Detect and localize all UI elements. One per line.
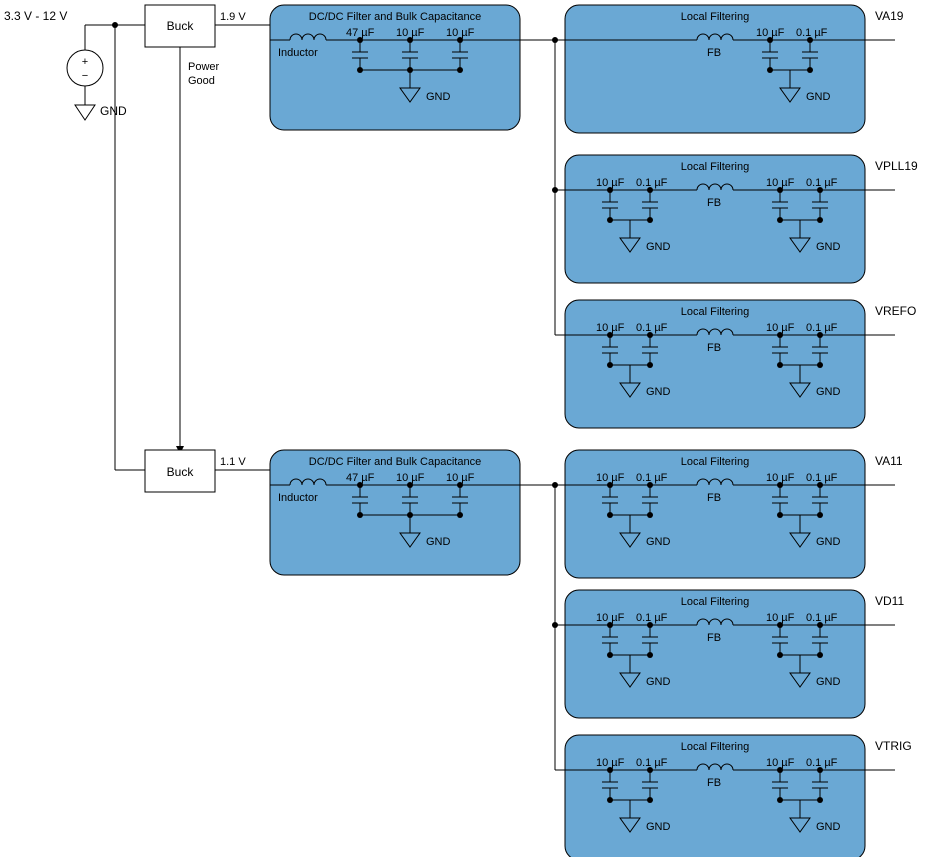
svg-text:Local Filtering: Local Filtering	[681, 596, 749, 608]
svg-text:0.1 µF: 0.1 µF	[806, 177, 838, 189]
svg-text:Local Filtering: Local Filtering	[681, 11, 749, 23]
svg-text:10 µF: 10 µF	[596, 322, 625, 334]
svg-text:GND: GND	[426, 91, 451, 103]
dcdc-block-2: DC/DC Filter and Bulk Capacitance Induct…	[270, 450, 520, 575]
svg-text:0.1 µF: 0.1 µF	[806, 472, 838, 484]
dcdc1-inductor: Inductor	[278, 47, 318, 59]
svg-text:Local Filtering: Local Filtering	[681, 456, 749, 468]
svg-text:0.1 µF: 0.1 µF	[636, 177, 668, 189]
rail-vd11: VD11	[875, 594, 904, 608]
svg-text:FB: FB	[707, 632, 721, 644]
local-filter-vpll19: Local Filtering FB 10 µF 0.1 µF GND 10 µ…	[565, 155, 895, 283]
svg-text:FB: FB	[707, 197, 721, 209]
svg-text:GND: GND	[816, 536, 841, 548]
svg-text:0.1 µF: 0.1 µF	[806, 612, 838, 624]
svg-text:FB: FB	[707, 47, 721, 59]
rail-va11: VA11	[875, 454, 903, 468]
buck1-vout: 1.9 V	[220, 11, 246, 23]
svg-text:GND: GND	[816, 241, 841, 253]
svg-text:Local Filtering: Local Filtering	[681, 306, 749, 318]
svg-text:10 µF: 10 µF	[766, 612, 795, 624]
svg-text:Local Filtering: Local Filtering	[681, 161, 749, 173]
svg-text:0.1 µF: 0.1 µF	[636, 757, 668, 769]
svg-text:10 µF: 10 µF	[396, 472, 425, 484]
svg-text:0.1 µF: 0.1 µF	[636, 612, 668, 624]
svg-text:10 µF: 10 µF	[766, 472, 795, 484]
buck2-vout: 1.1 V	[220, 456, 246, 468]
local-filter-va19: Local Filtering FB 10 µF 0.1 µF GND	[560, 5, 895, 133]
gnd-label-src: GND	[100, 104, 127, 118]
rail-vpll19: VPLL19	[875, 159, 918, 173]
svg-text:0.1 µF: 0.1 µF	[636, 472, 668, 484]
svg-text:10 µF: 10 µF	[756, 27, 785, 39]
svg-text:0.1 µF: 0.1 µF	[636, 322, 668, 334]
svg-text:GND: GND	[426, 536, 451, 548]
svg-text:10 µF: 10 µF	[766, 177, 795, 189]
svg-text:Local Filtering: Local Filtering	[681, 741, 749, 753]
local-filter-vtrig: Local Filtering FB 10 µF 0.1 µF GND 10 µ…	[565, 735, 895, 857]
svg-text:0.1 µF: 0.1 µF	[806, 322, 838, 334]
svg-text:10 µF: 10 µF	[446, 472, 475, 484]
dcdc1-title: DC/DC Filter and Bulk Capacitance	[309, 11, 481, 23]
svg-text:GND: GND	[646, 241, 671, 253]
rail-vtrig: VTRIG	[875, 739, 912, 753]
rail-va19: VA19	[875, 9, 904, 23]
buck1-label: Buck	[167, 19, 195, 33]
svg-text:10 µF: 10 µF	[596, 612, 625, 624]
svg-text:10 µF: 10 µF	[446, 27, 475, 39]
svg-text:GND: GND	[646, 386, 671, 398]
svg-text:47 µF: 47 µF	[346, 27, 375, 39]
svg-text:10 µF: 10 µF	[596, 757, 625, 769]
svg-text:10 µF: 10 µF	[596, 177, 625, 189]
svg-text:10 µF: 10 µF	[766, 757, 795, 769]
svg-text:FB: FB	[707, 777, 721, 789]
svg-text:GND: GND	[816, 676, 841, 688]
svg-text:−: −	[82, 70, 88, 82]
svg-text:10 µF: 10 µF	[596, 472, 625, 484]
dcdc2-title: DC/DC Filter and Bulk Capacitance	[309, 456, 481, 468]
svg-text:+: +	[82, 56, 88, 68]
power-diagram: 3.3 V - 12 V + − GND Buck 1.9 V Power Go…	[0, 0, 927, 857]
svg-text:GND: GND	[806, 91, 831, 103]
svg-text:FB: FB	[707, 342, 721, 354]
dcdc2-inductor: Inductor	[278, 492, 318, 504]
input-voltage-label: 3.3 V - 12 V	[4, 9, 67, 23]
buck2-label: Buck	[167, 465, 195, 479]
local-filter-vd11: Local Filtering FB 10 µF 0.1 µF GND 10 µ…	[565, 590, 895, 718]
svg-text:FB: FB	[707, 492, 721, 504]
svg-text:Good: Good	[188, 75, 215, 87]
svg-text:GND: GND	[646, 536, 671, 548]
svg-text:10 µF: 10 µF	[766, 322, 795, 334]
power-good-label: Power	[188, 61, 220, 73]
svg-text:10 µF: 10 µF	[396, 27, 425, 39]
gnd-icon	[75, 105, 95, 120]
local-filter-vrefo: Local Filtering FB 10 µF 0.1 µF GND 10 µ…	[565, 300, 895, 428]
rail-vrefo: VREFO	[875, 304, 916, 318]
svg-text:GND: GND	[816, 386, 841, 398]
svg-text:47 µF: 47 µF	[346, 472, 375, 484]
svg-text:GND: GND	[646, 821, 671, 833]
svg-text:GND: GND	[646, 676, 671, 688]
dcdc-block-1: DC/DC Filter and Bulk Capacitance Induct…	[270, 5, 520, 130]
local-filter-va11: Local Filtering FB 10 µF 0.1 µF GND 10 µ…	[560, 450, 895, 578]
svg-text:GND: GND	[816, 821, 841, 833]
svg-text:0.1 µF: 0.1 µF	[796, 27, 828, 39]
svg-text:0.1 µF: 0.1 µF	[806, 757, 838, 769]
